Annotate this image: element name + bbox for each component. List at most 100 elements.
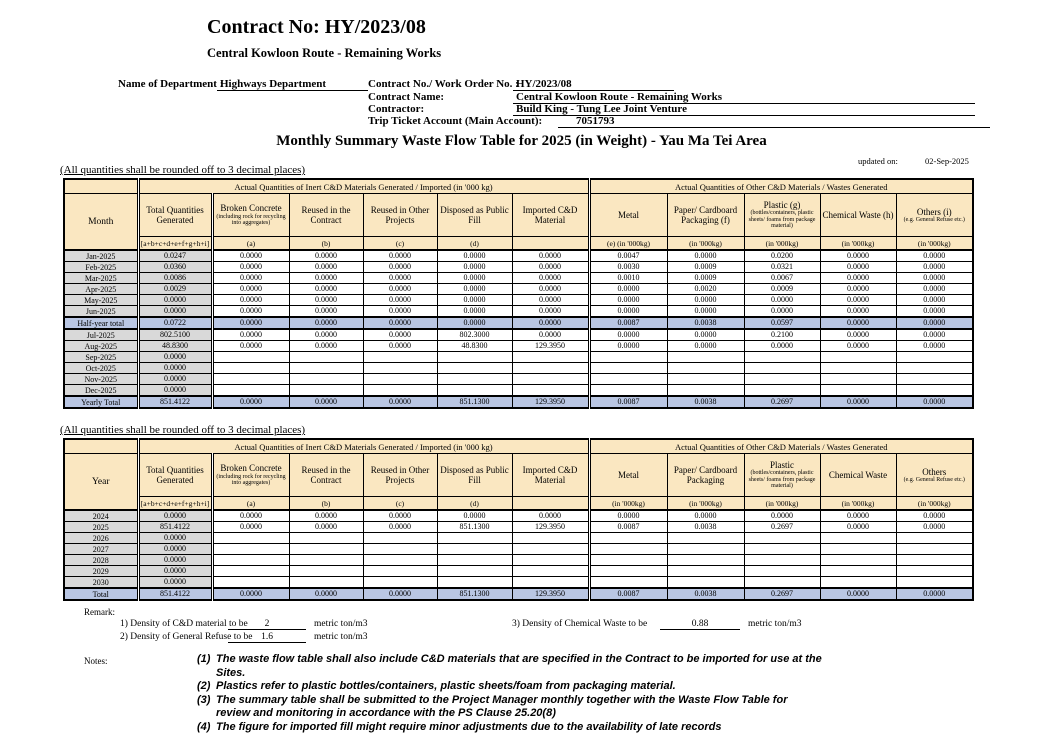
cell: 0.0000 — [511, 328, 590, 341]
cell — [436, 373, 513, 385]
cell — [362, 532, 438, 544]
cell: 851.4122 — [136, 395, 213, 409]
cell: 0.0000 — [895, 294, 974, 306]
cell — [511, 362, 590, 374]
table-row: 2025 851.4122 0.0000 0.0000 0.0000 851.1300 12… — [63, 521, 974, 533]
contract-no-field: HY/2023/08 — [513, 78, 674, 91]
cell — [210, 576, 290, 589]
column-header: Metal — [587, 193, 668, 237]
cell: 0.0000 — [819, 587, 897, 601]
remark-3-text: 3) Density of Chemical Waste to be — [512, 619, 648, 629]
column-title: Chemical Waste (h) — [822, 209, 894, 220]
column-subtitle: (e.g. General Refuse etc.) — [903, 476, 965, 483]
column-header: Others (e.g. General Refuse etc.) — [895, 453, 974, 497]
cell: 0.0321 — [743, 261, 821, 273]
column-header: Broken Concrete (including rock for recyc… — [210, 193, 290, 237]
column-title: Reused in Other Projects — [370, 464, 430, 485]
cell — [743, 532, 821, 544]
cell — [210, 543, 290, 555]
cell: 0.0000 — [210, 340, 290, 352]
cell — [288, 576, 364, 589]
cell: 851.1300 — [436, 521, 513, 533]
cell — [362, 384, 438, 397]
cell: 0.0000 — [210, 395, 290, 409]
cell: 0.0000 — [210, 272, 290, 284]
cell: 129.3950 — [511, 340, 590, 352]
table-row: Feb-2025 0.0360 0.0000 0.0000 0.0000 0.0000 0.… — [63, 261, 974, 273]
monthly-table: Actual Quantities of Inert C&D Materials… — [63, 178, 974, 409]
row-label: Half-year total — [63, 316, 139, 330]
cell — [895, 543, 974, 555]
note-text: Plastics refer to plastic bottles/contai… — [216, 680, 676, 692]
cell: 0.0000 — [436, 272, 513, 284]
cell — [362, 576, 438, 589]
cell — [666, 543, 745, 555]
cell — [819, 543, 897, 555]
cell: 0.0000 — [288, 294, 364, 306]
cell — [819, 351, 897, 363]
column-header: Reused in Other Projects — [362, 453, 438, 497]
cell: 0.0000 — [436, 283, 513, 295]
cell: 0.0087 — [587, 395, 668, 409]
cell: 0.0000 — [895, 340, 974, 352]
cell: 48.8300 — [436, 340, 513, 352]
cell: 0.0000 — [210, 316, 290, 330]
cell — [436, 543, 513, 555]
table-row: 2029 0.0000 — [63, 565, 974, 577]
note-text: The figure for imported fill might requi… — [216, 720, 722, 733]
cell — [288, 554, 364, 566]
cell: 129.3950 — [511, 521, 590, 533]
column-note: (in '000kg) — [666, 236, 745, 251]
cell: 0.0010 — [587, 272, 668, 284]
column-title: Imported C&D Material — [522, 204, 578, 225]
cell: 0.0000 — [587, 305, 668, 318]
cell — [895, 532, 974, 544]
column-note: (in '000kg) — [743, 496, 821, 511]
column-header: Metal — [587, 453, 668, 497]
cell: 0.0000 — [895, 316, 974, 330]
cell — [666, 565, 745, 577]
cell: 0.0000 — [511, 249, 590, 262]
cell — [895, 362, 974, 374]
note-number: (1) — [197, 653, 211, 665]
cell — [362, 554, 438, 566]
cell: 0.0000 — [587, 283, 668, 295]
column-header: Total Quantities Generated — [136, 453, 213, 497]
note-line: (4) The figure for imported fill might re… — [197, 721, 837, 735]
cell — [210, 362, 290, 374]
cell — [819, 554, 897, 566]
cell — [288, 543, 364, 555]
cell: 0.0000 — [666, 509, 745, 522]
cell: 851.1300 — [436, 587, 513, 601]
column-title: Reused in the Contract — [301, 464, 351, 485]
notes-list: (1) The waste flow table shall also inclu… — [197, 653, 837, 734]
cell — [743, 543, 821, 555]
contract-name-field: Central Kowloon Route - Remaining Works — [513, 91, 975, 104]
cell — [436, 565, 513, 577]
cell — [511, 351, 590, 363]
cell — [587, 384, 668, 397]
rounding-note-yearly: (All quantities shall be rounded off to … — [60, 424, 306, 436]
cell: 0.0000 — [136, 362, 213, 374]
column-note: [a+b+c+d+e+f+g+h+i] — [136, 236, 213, 251]
cell: 0.0000 — [666, 328, 745, 341]
cell — [362, 565, 438, 577]
cell: 0.0000 — [895, 509, 974, 522]
cell — [362, 373, 438, 385]
remark-label: Remark: — [84, 607, 115, 617]
inert-group-header: Actual Quantities of Inert C&D Materials… — [136, 438, 590, 454]
cell: 0.0000 — [136, 509, 213, 522]
column-note: (d) — [436, 496, 513, 511]
cell: 0.0000 — [136, 305, 213, 318]
column-title: Metal — [618, 209, 639, 220]
cell: 0.0722 — [136, 316, 213, 330]
column-title: Broken Concrete — [220, 203, 282, 214]
cell: 0.0000 — [362, 305, 438, 318]
row-label: Oct-2025 — [63, 362, 139, 374]
cell: 0.0000 — [288, 340, 364, 352]
column-title: Reused in the Contract — [301, 204, 351, 225]
cell: 0.0000 — [819, 305, 897, 318]
cell: 0.0000 — [288, 328, 364, 341]
cell: 0.0000 — [362, 587, 438, 601]
remark-2-value: 1.6 — [228, 632, 306, 643]
